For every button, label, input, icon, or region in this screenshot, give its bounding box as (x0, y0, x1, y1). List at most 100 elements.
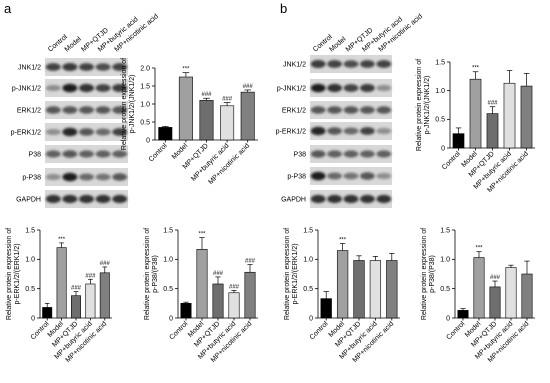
bar (180, 303, 192, 319)
blot-band (79, 83, 94, 93)
blot-band (112, 84, 128, 92)
y-tick-label: 0 (169, 315, 173, 322)
significance: ### (201, 92, 212, 98)
bar (369, 260, 382, 319)
blot-band (45, 63, 61, 71)
blot-band (45, 84, 61, 92)
blot-band (327, 127, 342, 135)
blot-band (112, 194, 128, 204)
y-tick-label: 1.5 (25, 227, 35, 234)
blot-band (95, 173, 111, 181)
y-tick-label: 1.5 (163, 227, 173, 234)
significance: ### (71, 286, 82, 292)
row-label: p-JNK1/2 (277, 86, 306, 93)
y-tick-label: 0.5 (140, 119, 150, 126)
bar (505, 267, 517, 319)
blot-band (360, 150, 375, 158)
blot-band (95, 128, 111, 136)
significance: *** (475, 246, 483, 252)
x-tick-label: Control (148, 142, 169, 163)
blot-band (45, 194, 61, 204)
blot-band (62, 127, 78, 137)
significance: ### (487, 101, 498, 107)
y-tick-label: 0.5 (163, 286, 173, 293)
blot-band (376, 127, 392, 135)
blot-band (310, 194, 326, 204)
blot-band (310, 106, 326, 114)
y-tick-label: 1.0 (303, 257, 313, 264)
significance: ### (490, 275, 501, 281)
blot-band (62, 194, 78, 204)
bar (212, 283, 224, 319)
row-label: JNK1/2 (18, 65, 41, 72)
blot-band (95, 106, 111, 114)
bar (320, 298, 332, 319)
blot-band (95, 194, 111, 204)
significance: ### (245, 259, 256, 265)
blot-band (343, 194, 359, 204)
y-axis-label: p-JNK1/2/(JNK1/2) (424, 76, 431, 135)
row-label: p-JNK1/2 (12, 86, 41, 93)
bar (199, 100, 214, 141)
y-tick-label: 1.0 (163, 257, 173, 264)
row-label: ERK1/2 (17, 108, 41, 115)
y-axis-label: p-ERK1/2/(ERK1/2) (292, 243, 299, 304)
bar (158, 127, 173, 141)
blot-band (376, 150, 392, 158)
y-tick-label: 1.0 (435, 88, 445, 95)
blot-band (62, 150, 78, 158)
blot-band (360, 84, 375, 92)
blot-band (62, 83, 78, 93)
significance: ### (213, 271, 224, 277)
bar (71, 295, 81, 319)
bar (469, 78, 482, 149)
y-axis-label: p-P38/(P38) (429, 255, 436, 293)
blot-band (45, 128, 61, 136)
significance: *** (339, 237, 347, 243)
blot-band (327, 106, 342, 114)
y-tick-label: 0.5 (25, 286, 35, 293)
blot-band (45, 173, 61, 181)
y-tick-label: 0 (441, 145, 445, 152)
bar (452, 133, 465, 149)
bar (486, 113, 499, 149)
blot-band (79, 150, 94, 158)
y-axis-label: Relative protein expression of (121, 58, 128, 150)
x-tick-label: MP+butyric acid (190, 142, 230, 182)
bar (353, 260, 365, 319)
x-tick-label: Control (309, 320, 330, 341)
y-tick-label: 1.0 (140, 101, 150, 108)
blot-band (112, 63, 128, 71)
blot-band (376, 84, 392, 92)
y-tick-label: 2.0 (140, 65, 150, 72)
y-tick-label: 0 (31, 315, 35, 322)
row-label: P38 (29, 152, 42, 159)
bar (228, 292, 240, 319)
bar (85, 283, 96, 319)
bar (240, 91, 255, 141)
blot-band (79, 63, 94, 71)
blot-band (343, 60, 359, 68)
x-tick-label: Control (441, 150, 462, 171)
row-label: JNK1/2 (283, 62, 306, 69)
blot-band (343, 84, 359, 92)
panel-label: b (280, 1, 287, 16)
y-tick-label: 0.5 (440, 286, 450, 293)
bar (503, 82, 516, 149)
row-label: p-P38 (22, 175, 41, 182)
blot-band (310, 60, 326, 68)
blot-band (79, 194, 94, 204)
blot-band (327, 194, 342, 204)
blot-band (62, 172, 78, 182)
y-tick-label: 1.0 (25, 257, 35, 264)
y-tick-label: 0.5 (303, 286, 313, 293)
blot-band (376, 194, 392, 204)
blot-band (327, 172, 342, 180)
y-tick-label: 0.5 (435, 117, 445, 124)
y-tick-label: 1.5 (440, 227, 450, 234)
blot-band (376, 60, 392, 68)
blot-band (112, 150, 128, 158)
blot-band (343, 106, 359, 114)
significance: *** (58, 237, 66, 243)
blot-band (45, 150, 61, 158)
